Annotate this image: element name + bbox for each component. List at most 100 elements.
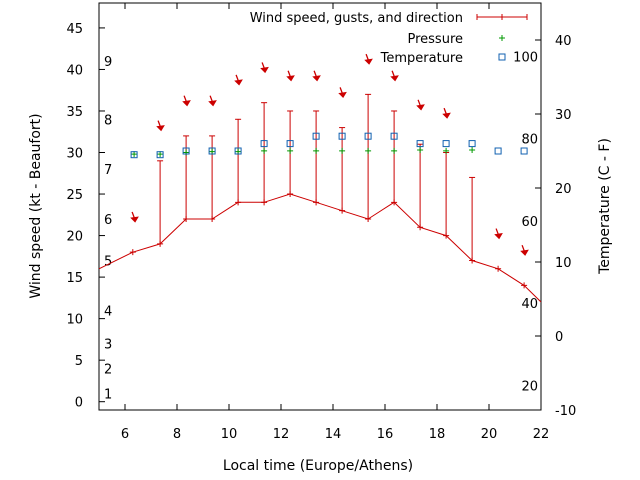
pressure-point (313, 147, 320, 154)
wind-speed-point (443, 232, 450, 239)
y2-tick-label: 0 (555, 330, 563, 345)
x-tick-label: 12 (273, 427, 290, 442)
pressure-point (417, 147, 424, 154)
wind-speed-point (469, 257, 476, 264)
pressure-point (469, 147, 476, 154)
x-tick-label: 10 (221, 427, 238, 442)
y-tick-label: 10 (66, 313, 83, 328)
wind-direction-arrowhead (130, 216, 139, 223)
beaufort-label: 2 (104, 362, 112, 377)
wind-speed-point (261, 199, 268, 206)
y2-tick-label: 40 (555, 34, 572, 49)
temperature-point (390, 132, 398, 140)
y-tick-label: 25 (66, 188, 83, 203)
temperature-point (208, 147, 216, 155)
wind-speed-point (365, 215, 372, 222)
beaufort-label: 3 (104, 338, 112, 353)
y2-tick-label: 10 (555, 256, 572, 271)
beaufort-label: 5 (104, 254, 112, 269)
fahrenheit-label: 40 (521, 297, 538, 312)
x-tick-label: 14 (325, 427, 342, 442)
x-tick-label: 22 (533, 427, 550, 442)
pressure-point (339, 147, 346, 154)
fahrenheit-label: 20 (521, 379, 538, 394)
legend-label: Wind speed, gusts, and direction (250, 11, 463, 26)
y2-tick-label: 30 (555, 108, 572, 123)
wind-speed-point (313, 199, 320, 206)
wind-speed-point (339, 207, 346, 214)
wind-speed-point (417, 224, 424, 231)
legend-swatch-temperature (498, 53, 506, 61)
y-tick-label: 0 (75, 396, 83, 411)
legend-label: Pressure (407, 32, 463, 47)
temperature-point (520, 147, 528, 155)
temperature-point (312, 132, 320, 140)
wind-direction-arrowhead (208, 100, 217, 107)
wind-direction-arrowhead (442, 112, 451, 119)
y-tick-label: 15 (66, 271, 83, 286)
y-tick-label: 5 (75, 354, 83, 369)
fahrenheit-label: 100 (513, 50, 538, 65)
wind-direction-arrowhead (156, 125, 165, 132)
pressure-point (261, 147, 268, 154)
wind-direction-arrowhead (494, 233, 503, 240)
wind-speed-point (495, 265, 502, 272)
y2-tick-label: 20 (555, 182, 572, 197)
wind-speed-point (209, 215, 216, 222)
y-tick-label: 30 (66, 147, 83, 162)
wind-speed-point (391, 199, 398, 206)
wind-speed-line (99, 193, 541, 303)
wind-speed-point (235, 199, 242, 206)
series-layer (99, 53, 541, 303)
fahrenheit-label: 80 (521, 133, 538, 148)
pressure-point (183, 149, 190, 156)
y-tick-label: 20 (66, 230, 83, 245)
wind-direction-arrowhead (260, 66, 269, 74)
axes-layer: 6 8 10 12 14 16 18 20 22051015202530354045-10010… (66, 2, 576, 442)
wind-direction-arrowhead (182, 100, 191, 107)
x-tick-label: 20 (481, 427, 498, 442)
x-tick-label: 18 (429, 427, 446, 442)
wind-direction-arrowhead (338, 91, 347, 99)
legend: Wind speed, gusts, and direction Pressure… (250, 11, 528, 66)
temperature-point (338, 132, 346, 140)
temperature-point (130, 151, 138, 159)
beaufort-label: 8 (104, 113, 112, 128)
wind-speed-point (521, 282, 528, 289)
y-tick-label: 45 (66, 22, 83, 37)
x-tick-label: 8 (173, 427, 181, 442)
temperature-point (156, 151, 164, 159)
wind-speed-point (129, 249, 136, 256)
legend-swatch-wind-mark (499, 14, 505, 20)
temperature-point (494, 147, 502, 155)
wind-direction-arrowhead (364, 58, 373, 65)
wind-direction-arrowhead (234, 79, 243, 86)
wind-direction-arrowhead (520, 249, 529, 256)
legend-swatch-pressure (499, 35, 505, 41)
temperature-point (364, 132, 372, 140)
pressure-point (365, 147, 372, 154)
wind-speed-point (157, 240, 164, 247)
pressure-point (443, 147, 450, 154)
wind-direction-arrowhead (416, 104, 425, 111)
fahrenheit-label: 60 (521, 215, 538, 230)
temperature-point (416, 140, 424, 148)
beaufort-label: 9 (104, 55, 112, 70)
temperature-point (442, 140, 450, 148)
x-tick-label: 16 (377, 427, 394, 442)
temperature-point (182, 147, 190, 155)
beaufort-label: 4 (104, 304, 112, 319)
beaufort-label: 1 (104, 387, 112, 402)
wind-speed-point (183, 215, 190, 222)
y-tick-label: 35 (66, 105, 83, 120)
wind-speed-point (287, 191, 294, 198)
temperature-point (234, 147, 242, 155)
temperature-point (286, 140, 294, 148)
beaufort-label: 7 (104, 163, 112, 178)
y-tick-label: 40 (66, 63, 83, 78)
wind-direction-arrowhead (390, 75, 399, 82)
legend-label: Temperature (380, 51, 463, 66)
y2-axis-label: Temperature (C - F) (597, 138, 613, 275)
x-axis-label: Local time (Europe/Athens) (223, 458, 413, 474)
